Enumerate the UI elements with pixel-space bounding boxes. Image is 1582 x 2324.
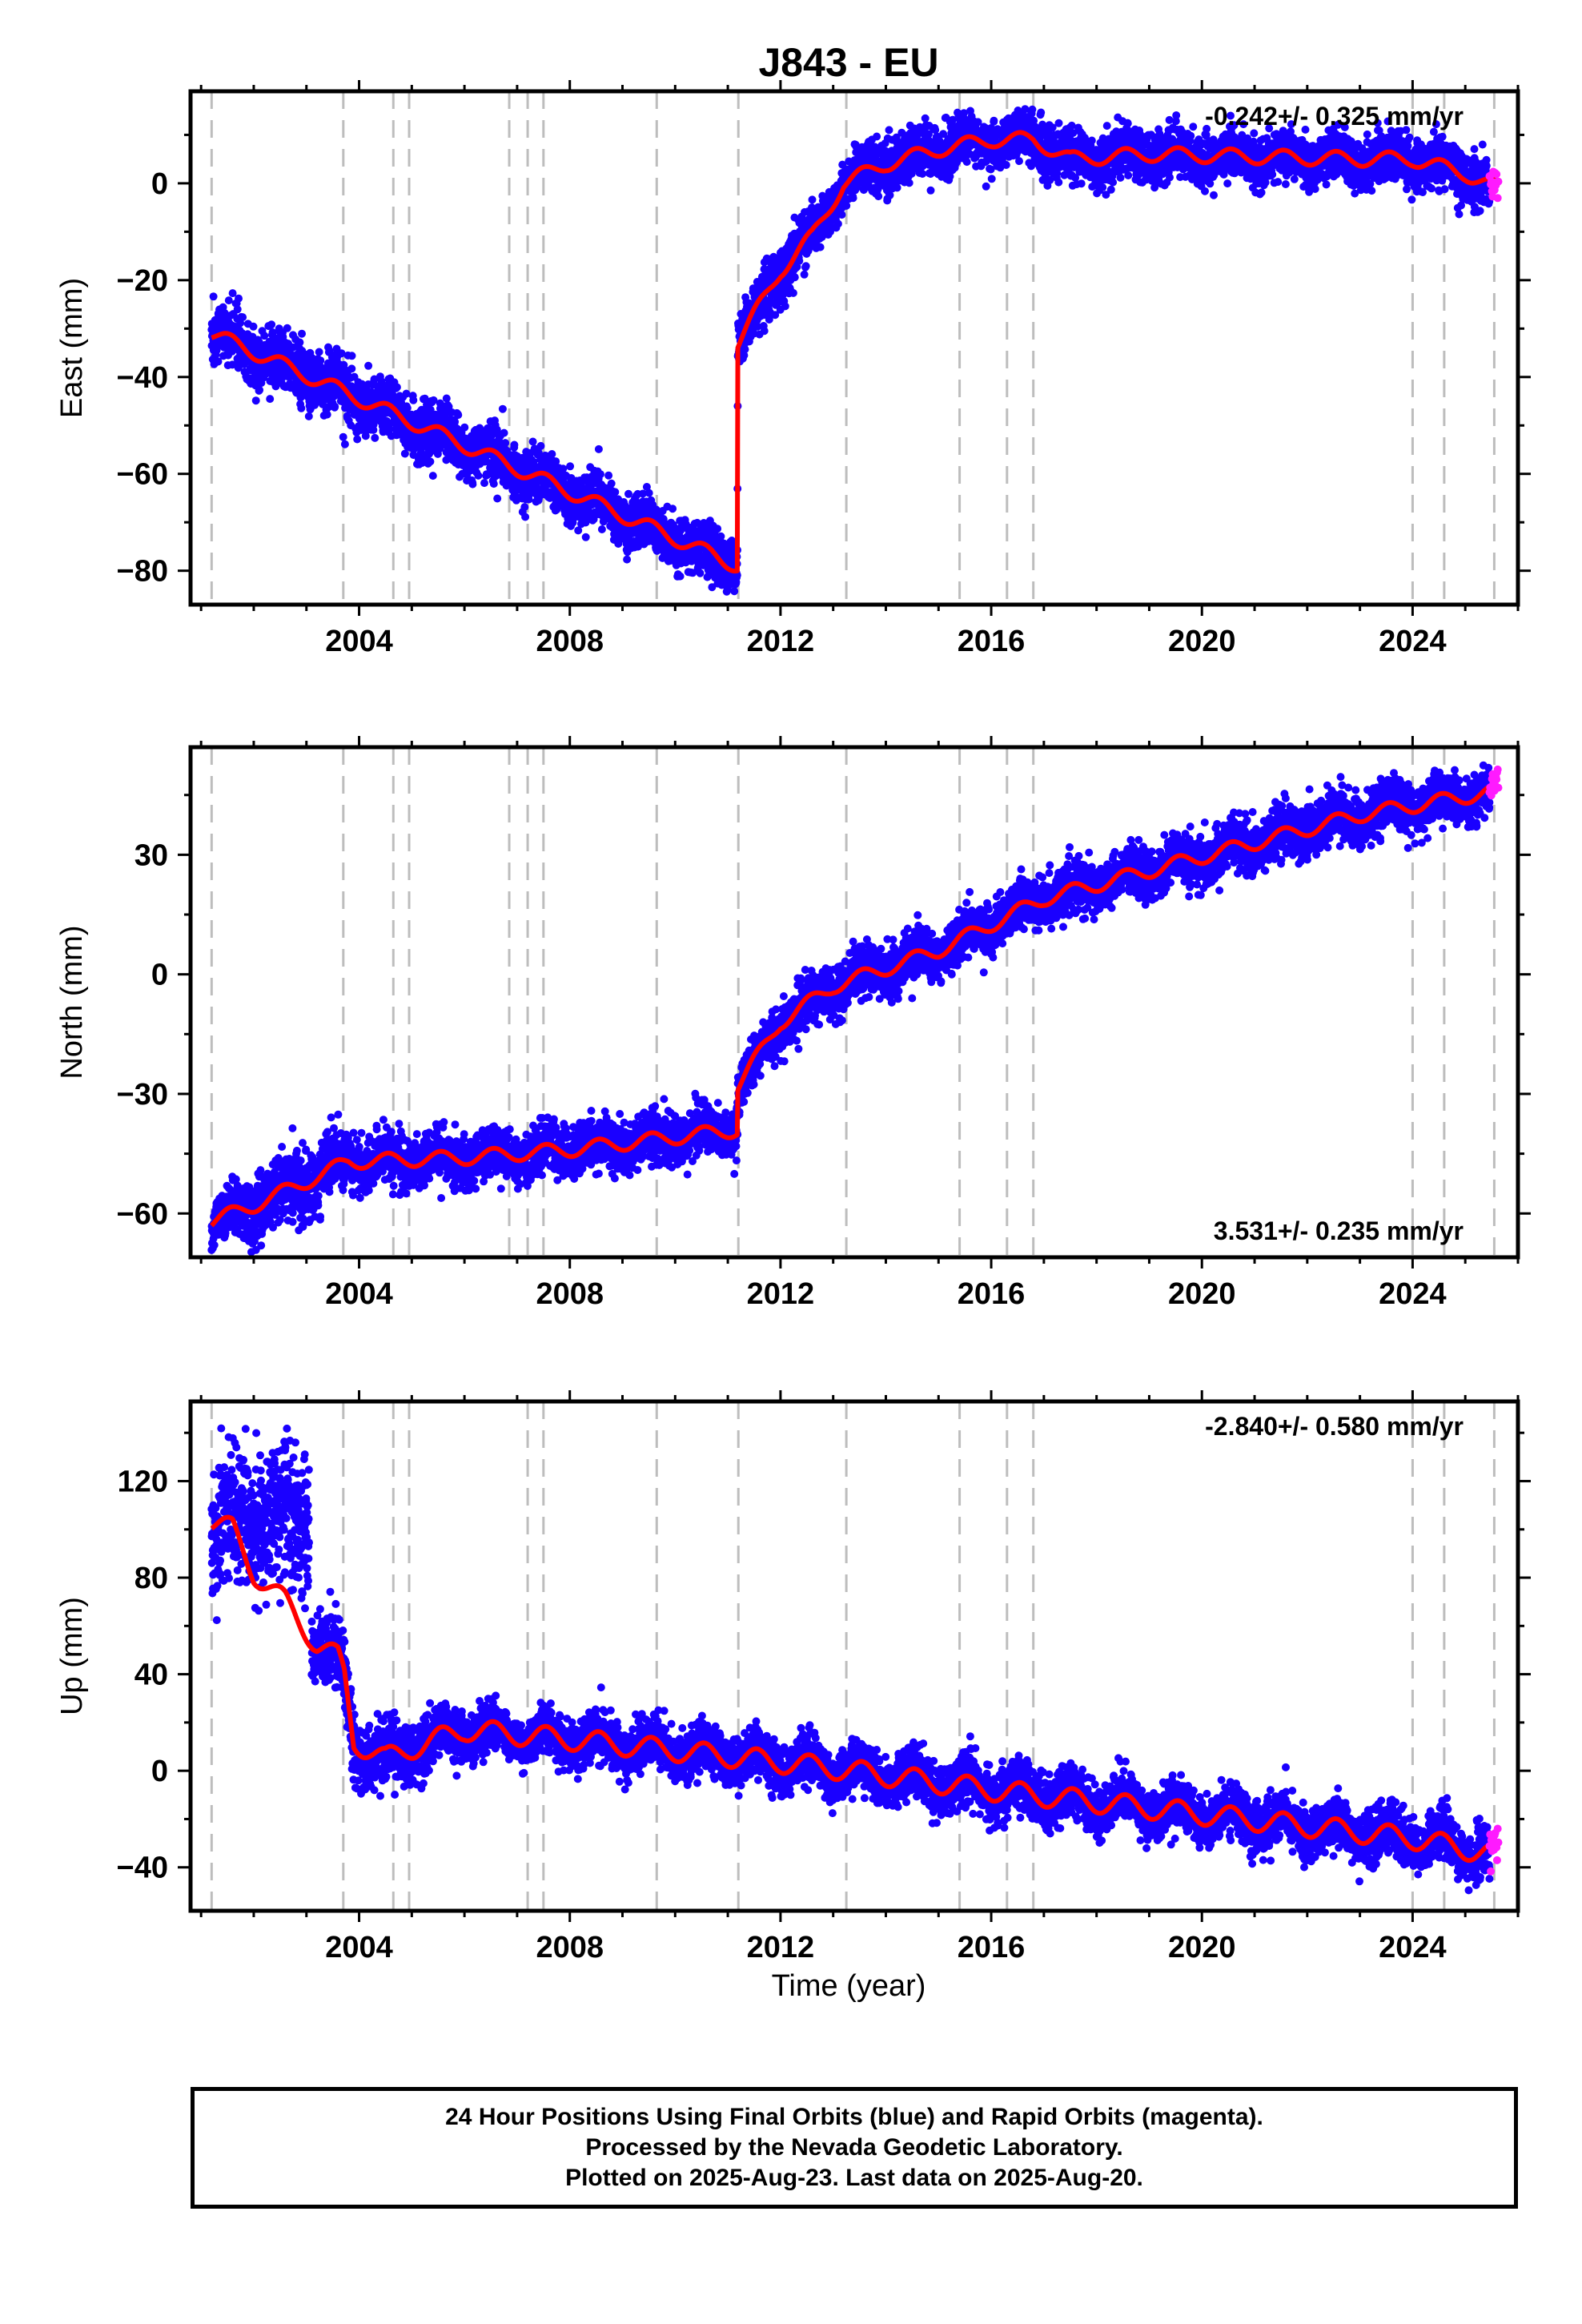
caption-box: 24 Hour Positions Using Final Orbits (bl… <box>191 2087 1518 2209</box>
x-tick-label: 2016 <box>958 1931 1026 1964</box>
panel-up: 2004 2008 2012 2016 2020 2024 −40 0 40 80 120 Up (m… <box>55 1390 1531 1964</box>
model-fit-line <box>210 782 1499 1228</box>
final-orbit-points <box>207 1424 1494 1895</box>
panel-east: 2004 2008 2012 2016 2020 2024 −80 −60 −40 −20 0 Eas… <box>55 80 1531 658</box>
x-tick-label: 2024 <box>1379 1277 1447 1311</box>
y-axis-label: Up (mm) <box>55 1597 89 1715</box>
x-tick-label: 2012 <box>747 1931 815 1964</box>
x-tick-label: 2024 <box>1379 1931 1447 1964</box>
caption-line-processed-by: Processed by the Nevada Geodetic Laborat… <box>585 2134 1123 2161</box>
model-fit-line <box>210 1514 1499 1864</box>
plot-frame <box>188 745 1520 1260</box>
x-tick-label: 2020 <box>1168 1277 1236 1311</box>
y-tick-label: 80 <box>135 1562 168 1595</box>
rapid-orbit-points <box>1485 1824 1503 1876</box>
x-tick-label: 2008 <box>536 625 604 658</box>
y-tick-label: 40 <box>135 1659 168 1692</box>
y-axis-label: East (mm) <box>55 278 89 418</box>
caption-line-final-rapid-orbits: 24 Hour Positions Using Final Orbits (bl… <box>445 2104 1263 2130</box>
velocity-label: -2.840+/- 0.580 mm/yr <box>1205 1412 1464 1441</box>
x-tick-label: 2008 <box>536 1277 604 1311</box>
velocity-label: 3.531+/- 0.235 mm/yr <box>1214 1216 1464 1245</box>
y-tick-label: −40 <box>117 361 168 395</box>
y-tick-label: 0 <box>151 167 168 201</box>
rapid-orbit-points <box>1485 765 1503 800</box>
model-fit-line <box>210 130 1499 574</box>
final-orbit-points <box>207 105 1494 596</box>
plot-frame <box>188 89 1520 607</box>
x-tick-label: 2016 <box>958 625 1026 658</box>
panel-north: 2004 2008 2012 2016 2020 2024 −60 −30 0 30 North (… <box>55 736 1531 1311</box>
x-tick-label: 2020 <box>1168 625 1236 658</box>
final-orbit-points <box>207 761 1494 1256</box>
rapid-orbit-points <box>1485 167 1503 203</box>
y-tick-label: −30 <box>117 1078 168 1112</box>
y-tick-label: −60 <box>117 458 168 492</box>
caption-line-plotted-on: Plotted on 2025-Aug-23. Last data on 202… <box>565 2165 1143 2191</box>
x-tick-label: 2012 <box>747 1277 815 1311</box>
y-tick-label: −60 <box>117 1197 168 1231</box>
y-tick-label: 0 <box>151 1755 168 1788</box>
y-tick-label: −20 <box>117 264 168 298</box>
x-tick-label: 2008 <box>536 1931 604 1964</box>
y-tick-label: 0 <box>151 959 168 992</box>
plot-frame <box>188 1399 1520 1913</box>
y-tick-label: −80 <box>117 555 168 589</box>
x-tick-label: 2004 <box>325 1931 393 1964</box>
x-axis-label: Time (year) <box>772 1969 926 2003</box>
y-tick-label: 120 <box>118 1465 168 1498</box>
x-tick-label: 2016 <box>958 1277 1026 1311</box>
y-tick-label: 30 <box>135 838 168 872</box>
x-tick-label: 2020 <box>1168 1931 1236 1964</box>
x-tick-label: 2024 <box>1379 625 1447 658</box>
figure-title: J843 - EU <box>758 40 938 85</box>
y-tick-label: −40 <box>117 1852 168 1885</box>
x-tick-label: 2004 <box>325 625 393 658</box>
x-tick-label: 2012 <box>747 625 815 658</box>
velocity-label: -0.242+/- 0.325 mm/yr <box>1205 102 1464 131</box>
y-axis-label: North (mm) <box>55 925 89 1079</box>
x-tick-label: 2004 <box>325 1277 393 1311</box>
